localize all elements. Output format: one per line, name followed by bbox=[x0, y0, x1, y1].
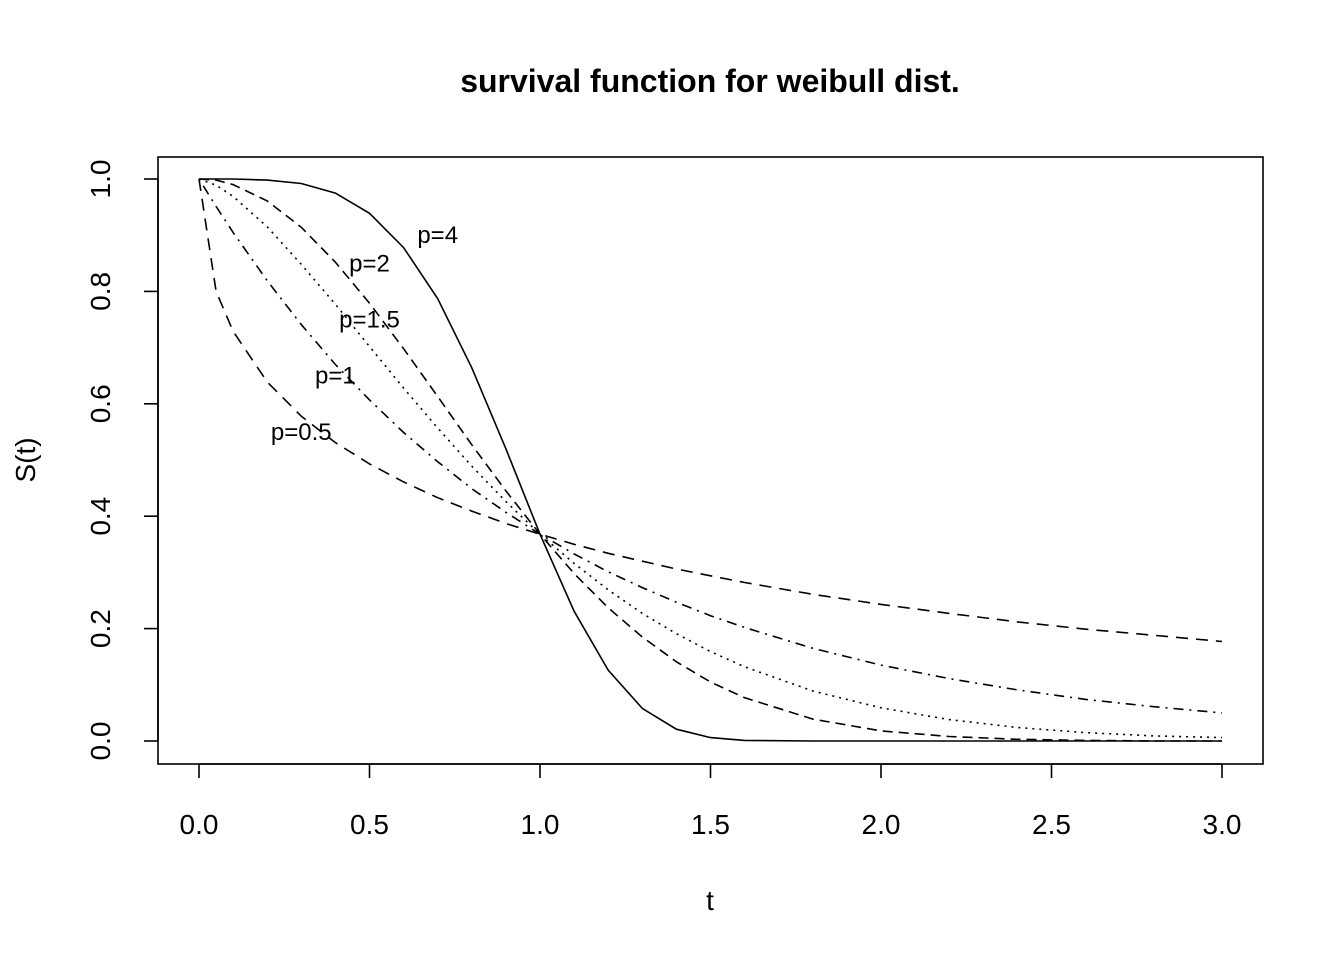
x-tick-label: 2.0 bbox=[862, 809, 901, 840]
series-line-p-1-5 bbox=[198, 178, 1223, 739]
series-label: p=2 bbox=[349, 250, 390, 277]
y-tick-label: 0.8 bbox=[85, 272, 116, 311]
series-line-p-0-5 bbox=[198, 178, 1223, 643]
series-line-p-1 bbox=[198, 178, 1223, 714]
y-tick-label: 0.4 bbox=[85, 497, 116, 536]
x-axis: 0.0 0.5 1.0 1.5 2.0 2.5 3.0 bbox=[180, 763, 1242, 840]
series-label: p=1.5 bbox=[339, 307, 400, 334]
y-tick-label: 0.0 bbox=[85, 722, 116, 761]
series-label: p=1 bbox=[315, 363, 356, 390]
series-group bbox=[198, 178, 1223, 742]
x-tick-label: 3.0 bbox=[1203, 809, 1242, 840]
series-label: p=4 bbox=[417, 222, 458, 249]
plot-area-box bbox=[157, 156, 1264, 765]
x-tick-label: 0.5 bbox=[350, 809, 389, 840]
series-line-p-2 bbox=[198, 178, 1222, 742]
x-tick-label: 0.0 bbox=[180, 809, 219, 840]
x-axis-label: t bbox=[706, 885, 714, 916]
y-tick-label: 1.0 bbox=[85, 160, 116, 199]
x-tick-label: 1.0 bbox=[521, 809, 560, 840]
y-tick-label: 0.2 bbox=[85, 609, 116, 648]
y-axis: 0.0 0.2 0.4 0.6 0.8 1.0 bbox=[85, 160, 159, 761]
chart-title: survival function for weibull dist. bbox=[460, 63, 960, 99]
y-tick-label: 0.6 bbox=[85, 384, 116, 423]
series-line-p-4 bbox=[199, 178, 1222, 742]
x-tick-label: 2.5 bbox=[1032, 809, 1071, 840]
y-axis-label: S(t) bbox=[10, 437, 41, 482]
x-tick-label: 1.5 bbox=[691, 809, 730, 840]
series-label: p=0.5 bbox=[271, 419, 332, 446]
series-labels: p=0.5 p=1 p=1.5 p=2 p=4 bbox=[271, 222, 458, 446]
